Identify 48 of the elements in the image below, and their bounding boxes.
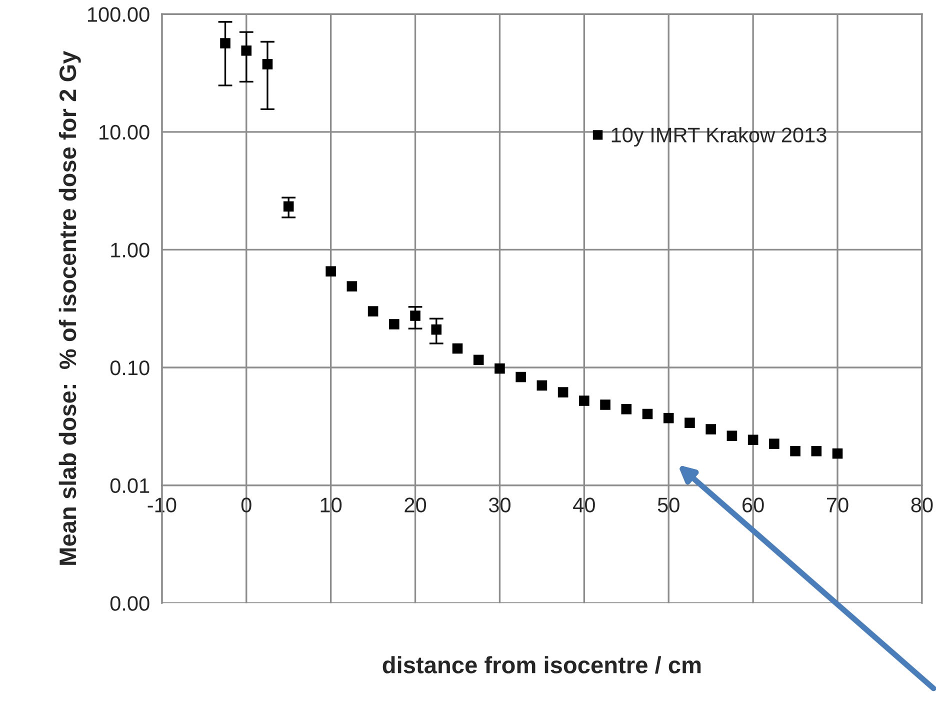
y-tick-label: 0.10 <box>110 360 150 376</box>
point <box>283 201 294 212</box>
point <box>262 59 273 70</box>
y-tick-label: 100.00 <box>88 7 150 22</box>
x-tick-label: 40 <box>573 498 595 512</box>
point <box>663 412 674 424</box>
point <box>536 380 548 391</box>
point <box>642 408 653 420</box>
point <box>790 446 800 456</box>
point <box>241 45 252 56</box>
point <box>473 354 484 366</box>
x-axis-title: distance from isocentre / cm <box>382 656 701 674</box>
point <box>431 324 442 335</box>
point <box>706 424 716 434</box>
point <box>494 363 505 374</box>
point <box>368 306 378 316</box>
point <box>452 343 463 354</box>
point <box>600 400 610 410</box>
y-axis-title: Mean slab dose: % of isocentre dose for 2 Gy <box>58 50 81 565</box>
point <box>579 396 590 406</box>
x-tick-label: 50 <box>658 498 680 512</box>
point <box>726 430 738 441</box>
point <box>410 310 420 321</box>
point <box>346 281 358 292</box>
point <box>811 446 822 456</box>
y-tick-label: 0.01 <box>110 478 150 494</box>
point <box>220 38 230 48</box>
legend-label: 10y IMRT Krakow 2013 <box>612 127 826 147</box>
x-tick-label: 30 <box>488 498 510 512</box>
point <box>621 404 632 414</box>
point <box>769 438 780 449</box>
x-tick-label: 80 <box>911 498 933 512</box>
x-tick-label: -10 <box>148 498 176 512</box>
y-tick-label: 1.00 <box>111 242 150 258</box>
point <box>684 418 695 428</box>
x-tick-label: 60 <box>742 498 764 512</box>
point <box>748 434 758 446</box>
point <box>326 266 336 277</box>
x-tick-label: 0 <box>241 498 252 512</box>
point <box>832 448 843 459</box>
x-tick-label: 10 <box>320 498 342 512</box>
y-tick-label: 10.00 <box>100 124 150 140</box>
point <box>516 372 526 382</box>
x-tick-label: 70 <box>826 498 848 512</box>
y-tick-label: 0.00 <box>110 596 150 611</box>
x-tick-label: 20 <box>404 498 426 512</box>
point <box>389 319 400 330</box>
point <box>558 387 568 398</box>
